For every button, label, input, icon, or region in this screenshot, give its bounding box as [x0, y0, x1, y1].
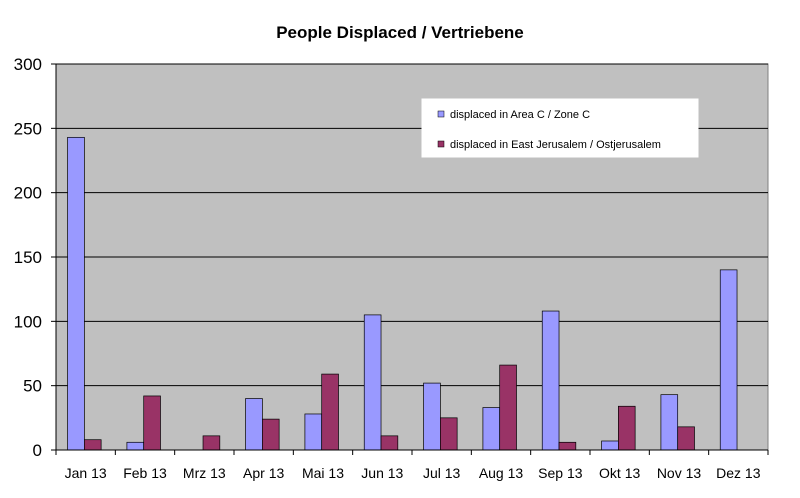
bar-east-jerusalem — [321, 373, 339, 451]
legend: displaced in Area C / Zone C displaced i… — [421, 98, 699, 158]
bar-east-jerusalem — [262, 418, 280, 451]
x-axis-ticks: Jan 13 Feb 13 Mrz 13 Apr 13 Mai 13 Jun 13 Jul … — [55, 450, 769, 481]
bar-area-c — [660, 394, 679, 451]
bar-area-c — [541, 310, 560, 451]
bar-east-jerusalem — [558, 441, 577, 451]
bar-east-jerusalem — [618, 405, 636, 451]
y-tick-label: 50 — [23, 377, 42, 396]
legend-box — [421, 98, 699, 158]
gridlines — [56, 63, 768, 387]
x-tick-label: Jul 13 — [423, 465, 461, 481]
legend-label-area-c: displaced in Area C / Zone C — [450, 109, 590, 121]
legend-label-east-jerusalem: displaced in East Jerusalem / Ostjerusal… — [450, 139, 661, 151]
x-tick-label: Nov 13 — [657, 465, 702, 481]
bar-area-c — [482, 407, 501, 451]
x-tick-label: Okt 13 — [599, 465, 640, 481]
y-tick-label: 200 — [14, 184, 42, 203]
x-tick-label: Sep 13 — [538, 465, 583, 481]
y-tick-label: 250 — [14, 119, 42, 138]
bar-east-jerusalem — [84, 439, 102, 451]
bar-east-jerusalem — [440, 417, 458, 451]
bar-area-c — [423, 382, 441, 451]
x-tick-label: Aug 13 — [479, 465, 524, 481]
bar-area-c — [126, 441, 145, 451]
x-tick-label: Dez 13 — [716, 465, 761, 481]
chart-title: People Displaced / Vertriebene — [276, 23, 524, 42]
bar-east-jerusalem — [202, 435, 221, 451]
y-tick-label: 150 — [14, 248, 42, 267]
bar-area-c — [304, 413, 323, 451]
x-tick-label: Mai 13 — [302, 465, 344, 481]
legend-swatch-area-c — [437, 110, 445, 118]
bar-area-c — [363, 314, 382, 451]
bar-area-c — [67, 136, 85, 451]
bar-area-c — [719, 269, 738, 451]
x-tick-label: Jan 13 — [65, 465, 107, 481]
y-tick-label: 300 — [14, 55, 42, 74]
bar-east-jerusalem — [380, 435, 399, 451]
bar-east-jerusalem — [677, 426, 695, 451]
bar-area-c — [245, 398, 263, 451]
bars — [67, 136, 738, 451]
y-axis-ticks: 0 50 100 150 200 250 300 — [14, 55, 56, 460]
x-tick-label: Jun 13 — [361, 465, 403, 481]
y-tick-label: 0 — [33, 441, 42, 460]
bar-area-c — [601, 440, 619, 451]
bar-east-jerusalem — [143, 395, 161, 451]
x-tick-label: Apr 13 — [243, 465, 284, 481]
x-tick-label: Feb 13 — [123, 465, 167, 481]
bar-east-jerusalem — [499, 364, 517, 451]
legend-swatch-east-jerusalem — [437, 140, 445, 148]
x-tick-label: Mrz 13 — [183, 465, 226, 481]
y-tick-label: 100 — [14, 312, 42, 331]
